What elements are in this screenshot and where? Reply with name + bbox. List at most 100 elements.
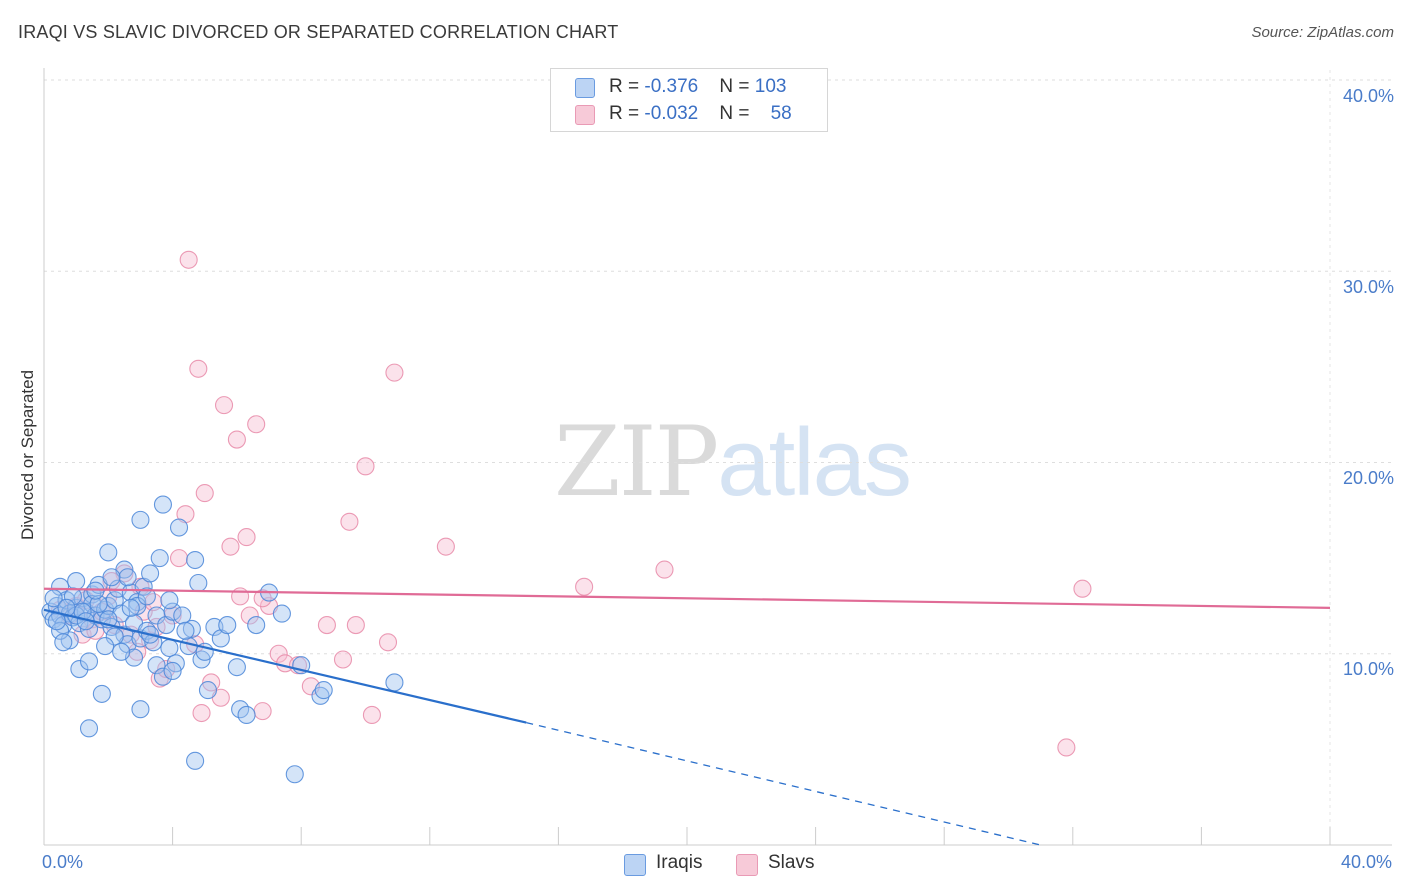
point-iraqis bbox=[150, 549, 169, 568]
point-iraqis bbox=[121, 598, 140, 617]
legend-n-label: N = bbox=[719, 76, 755, 97]
bottom-legend-label-slavs: Slavs bbox=[768, 852, 815, 873]
point-slavs bbox=[346, 616, 365, 635]
trendline-iraqis bbox=[43, 608, 527, 724]
trendline-iraqis-extension bbox=[526, 721, 1041, 846]
point-iraqis bbox=[105, 627, 124, 646]
point-slavs bbox=[192, 703, 211, 723]
point-iraqis bbox=[79, 719, 99, 738]
point-slavs bbox=[227, 430, 246, 449]
point-iraqis bbox=[79, 652, 99, 671]
legend-n-value-iraqis: 103 bbox=[754, 76, 787, 97]
point-slavs bbox=[1057, 738, 1076, 757]
point-iraqis bbox=[169, 518, 189, 537]
point-iraqis bbox=[118, 568, 137, 587]
point-iraqis bbox=[160, 591, 179, 610]
point-iraqis bbox=[227, 658, 246, 677]
point-iraqis bbox=[102, 568, 121, 587]
point-iraqis bbox=[182, 619, 201, 638]
point-iraqis bbox=[96, 637, 115, 656]
watermark-zip: ZIP bbox=[554, 406, 719, 518]
x-tick-label-max: 40.0% bbox=[1340, 852, 1392, 872]
point-iraqis bbox=[51, 621, 70, 640]
point-iraqis bbox=[311, 686, 330, 705]
point-iraqis bbox=[186, 550, 205, 570]
point-iraqis bbox=[218, 616, 237, 635]
point-slavs bbox=[240, 606, 259, 625]
point-iraqis bbox=[141, 564, 160, 583]
legend-swatch-slavs bbox=[575, 105, 595, 125]
legend-n-value-slavs: 58 bbox=[770, 103, 792, 124]
point-slavs bbox=[1073, 579, 1092, 598]
bottom-legend-label-iraqis: Iraqis bbox=[656, 852, 703, 873]
legend-r-value-iraqis: -0.376 bbox=[644, 76, 699, 97]
point-slavs bbox=[163, 606, 182, 625]
point-slavs bbox=[128, 642, 147, 661]
point-slavs bbox=[340, 512, 359, 531]
legend-swatch-iraqis bbox=[575, 78, 595, 98]
point-iraqis bbox=[163, 661, 182, 681]
point-iraqis bbox=[67, 572, 86, 591]
point-slavs bbox=[247, 415, 266, 434]
y-tick-label-40: 40.0% bbox=[1342, 86, 1394, 106]
y-tick-label-10: 10.0% bbox=[1342, 659, 1394, 679]
point-iraqis bbox=[153, 495, 173, 514]
point-iraqis bbox=[63, 587, 82, 606]
point-iraqis bbox=[57, 598, 76, 617]
point-iraqis bbox=[176, 621, 195, 640]
point-slavs bbox=[655, 560, 674, 579]
point-iraqis bbox=[153, 667, 173, 686]
point-iraqis bbox=[60, 631, 79, 650]
point-slavs bbox=[179, 250, 198, 269]
point-iraqis bbox=[128, 596, 147, 615]
point-slavs bbox=[317, 616, 336, 635]
point-iraqis bbox=[247, 616, 266, 635]
point-iraqis bbox=[54, 633, 73, 652]
point-iraqis bbox=[163, 602, 182, 621]
legend-r-label: R = bbox=[609, 76, 645, 97]
point-iraqis bbox=[285, 765, 304, 784]
point-slavs bbox=[362, 705, 381, 725]
point-iraqis bbox=[137, 587, 156, 606]
point-slavs bbox=[378, 633, 398, 652]
y-tick-label-20: 20.0% bbox=[1342, 468, 1394, 488]
legend-r-label: R = bbox=[609, 103, 645, 124]
point-slavs bbox=[231, 587, 250, 606]
point-slavs bbox=[189, 359, 208, 378]
point-iraqis bbox=[189, 573, 208, 593]
x-tick-label-min: 0.0% bbox=[42, 852, 84, 872]
point-slavs bbox=[169, 549, 189, 568]
point-iraqis bbox=[89, 594, 108, 614]
legend-r-value-slavs: -0.032 bbox=[644, 103, 699, 124]
point-slavs bbox=[333, 650, 353, 669]
y-axis-label: Divorced or Separated bbox=[18, 369, 37, 541]
point-iraqis bbox=[147, 656, 166, 675]
point-iraqis bbox=[198, 681, 218, 700]
point-iraqis bbox=[186, 751, 205, 770]
point-slavs bbox=[214, 396, 234, 415]
trendline-slavs bbox=[43, 587, 1331, 609]
point-iraqis bbox=[160, 638, 179, 658]
point-slavs bbox=[269, 644, 288, 663]
source-label: Source: ZipAtlas.com bbox=[1251, 24, 1394, 41]
y-tick-label-30: 30.0% bbox=[1342, 277, 1394, 297]
point-iraqis bbox=[92, 684, 111, 703]
point-iraqis bbox=[70, 659, 89, 679]
point-slavs bbox=[385, 363, 404, 382]
point-slavs bbox=[575, 577, 594, 596]
stats-legend: R = -0.376 N = 103 R = -0.032 N = 58 bbox=[550, 68, 828, 132]
point-iraqis bbox=[131, 700, 150, 719]
point-iraqis bbox=[173, 606, 192, 625]
bottom-legend-swatch-iraqis bbox=[624, 854, 646, 876]
point-iraqis bbox=[272, 604, 291, 623]
point-iraqis bbox=[237, 705, 256, 725]
chart-title: IRAQI VS SLAVIC DIVORCED OR SEPARATED CO… bbox=[18, 22, 619, 42]
point-slavs bbox=[221, 537, 240, 556]
point-iraqis bbox=[385, 673, 404, 692]
point-slavs bbox=[195, 484, 214, 503]
point-slavs bbox=[237, 528, 256, 547]
point-slavs bbox=[253, 702, 272, 721]
point-slavs bbox=[356, 457, 375, 476]
point-iraqis bbox=[314, 681, 333, 700]
